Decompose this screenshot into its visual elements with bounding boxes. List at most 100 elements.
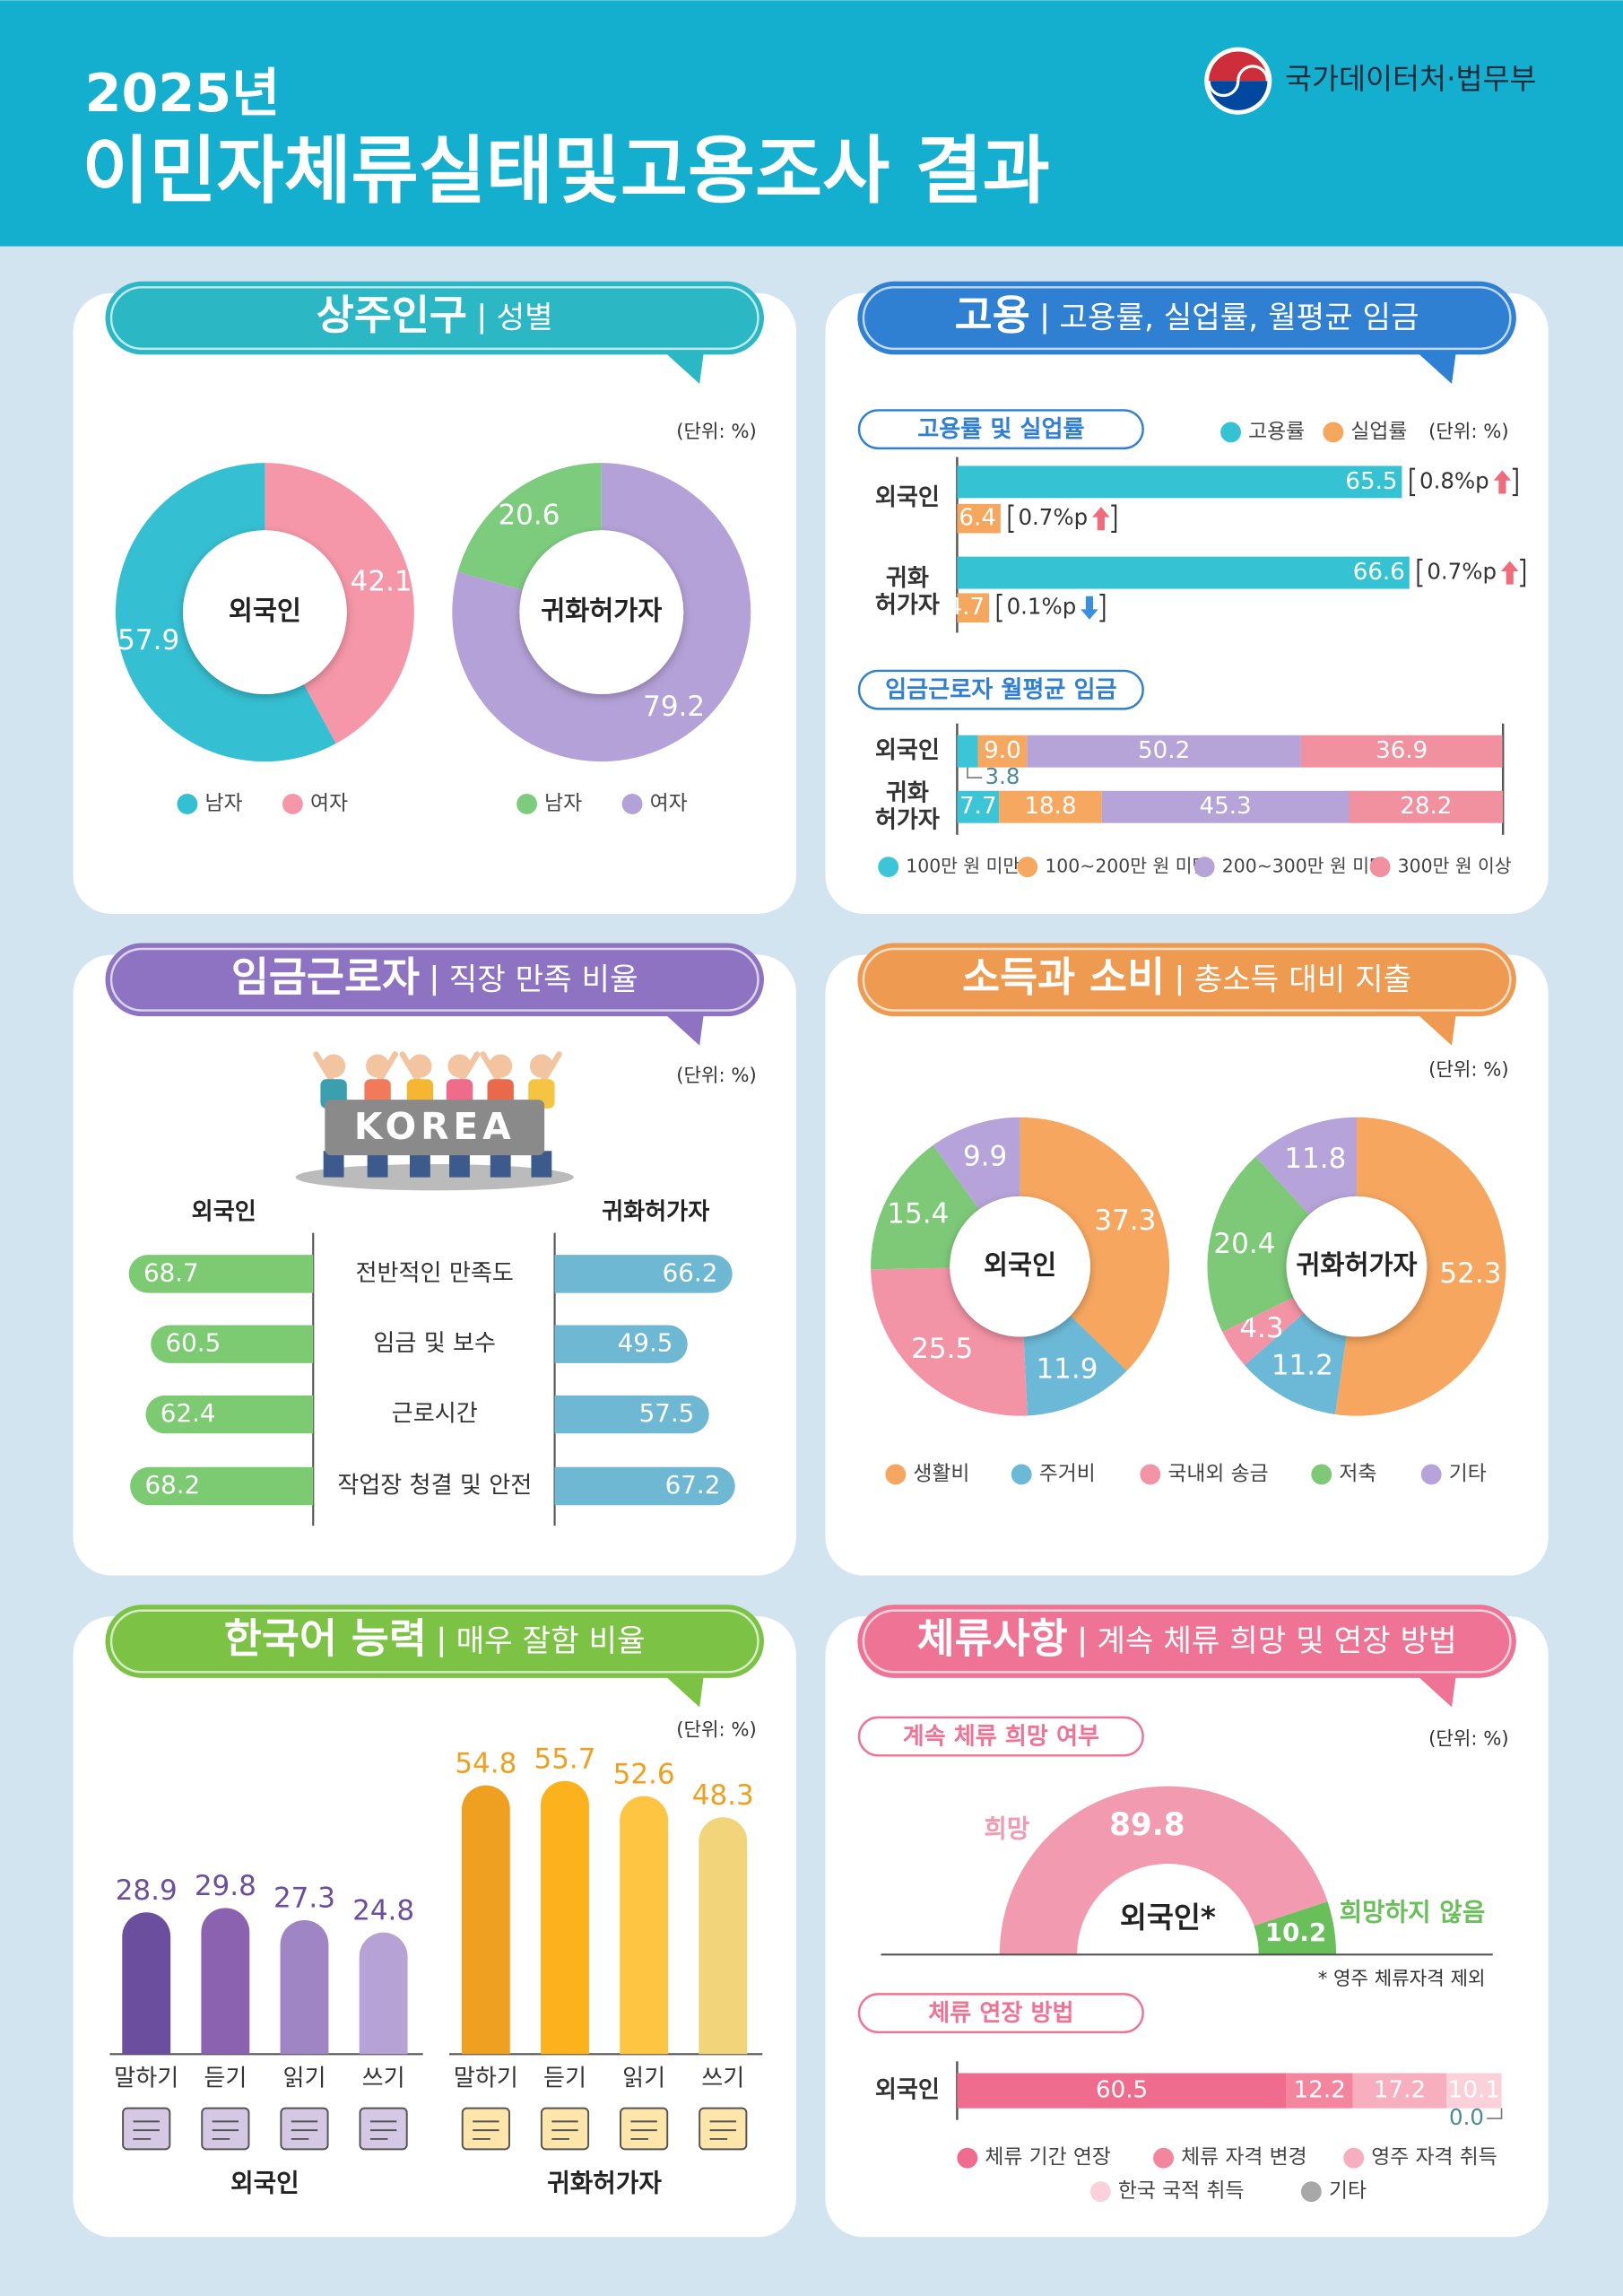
donut-hole <box>183 530 347 695</box>
bar <box>554 1466 735 1506</box>
sub-title-pill <box>857 669 1144 710</box>
illustration-legs <box>409 1151 430 1178</box>
slice-label: 20.6 <box>498 499 560 531</box>
bar-value-label: 65.5 <box>1345 468 1397 495</box>
slice-label: 42.1 <box>351 565 412 597</box>
segment-label: 50.2 <box>1138 737 1190 764</box>
skill-icon-detail <box>630 2120 657 2140</box>
legend-marker <box>1323 422 1344 443</box>
column-bar <box>280 1920 329 2055</box>
bar-value-label: 49.5 <box>618 1328 673 1358</box>
donut-slice <box>452 463 751 762</box>
legend-marker <box>878 857 899 878</box>
donut-hole <box>1286 1196 1428 1337</box>
unit-label: (단위: %) <box>676 1065 757 1087</box>
column-value-label: 54.8 <box>455 1747 516 1779</box>
legend-marker <box>621 794 643 814</box>
skill-icon-detail <box>551 2120 578 2140</box>
category-label: 말하기 <box>114 2066 178 2092</box>
header-pill-inner <box>109 1609 759 1674</box>
column-value-label: 24.8 <box>352 1894 414 1926</box>
bar <box>128 1255 314 1293</box>
legend-label: 체류 자격 변경 <box>1181 2146 1307 2170</box>
category-label: 쓰기 <box>362 2066 405 2092</box>
donut-slice <box>1023 1315 1127 1416</box>
column-bar <box>359 1932 408 2055</box>
sub-title: 계속 체류 희망 여부 <box>903 1723 1099 1750</box>
change-arrow <box>1500 561 1519 585</box>
bracket <box>996 594 1002 622</box>
category-label: 외국인 <box>875 737 940 764</box>
text-line: 귀화 <box>886 564 929 591</box>
legend-marker <box>1089 2181 1111 2203</box>
donut-center-label: 외국인 <box>984 1250 1056 1281</box>
illustration-head <box>408 1054 432 1078</box>
bracket <box>1410 467 1416 497</box>
skill-icon-detail <box>473 2120 499 2140</box>
donut-slice <box>1334 1117 1506 1416</box>
donut-slice <box>1245 1313 1347 1414</box>
segment-label: 17.2 <box>1374 2077 1426 2104</box>
legend-marker <box>1220 422 1242 443</box>
legend-marker <box>1343 2147 1365 2169</box>
header-pill-inner <box>862 947 1512 1012</box>
legend-label: 100~200만 원 미만 <box>1045 856 1209 877</box>
legend-label: 200~300만 원 미만 <box>1222 856 1386 877</box>
group-label: 귀화허가자 <box>602 1198 709 1225</box>
segment-label: 0.0 <box>1449 2104 1484 2130</box>
unit-label: (단위: %) <box>676 421 757 443</box>
change-label: 0.7%p <box>1427 559 1497 585</box>
bar <box>554 1325 688 1363</box>
legend-marker <box>1193 857 1215 878</box>
panel-title: 한국어 능력 <box>224 1615 427 1663</box>
segment-label: 18.8 <box>1024 793 1076 820</box>
header-org: 국가데이터처·법무부 <box>1285 62 1537 96</box>
change-arrow <box>1081 596 1098 620</box>
legend-label: 생활비 <box>913 1462 969 1485</box>
bar <box>957 465 1402 499</box>
category-label: 귀화 허가자 <box>875 564 940 618</box>
change-arrow <box>1092 507 1110 531</box>
illustration-legs <box>531 1151 552 1178</box>
segment-label: 60.5 <box>1096 2077 1148 2104</box>
panel-subtitle: 직장 만족 비율 <box>449 961 638 997</box>
bar <box>957 593 989 623</box>
skill-icon <box>122 2107 171 2151</box>
bar <box>554 1255 733 1293</box>
slice-label: 15.4 <box>887 1198 949 1231</box>
bar-segment <box>1027 735 1301 768</box>
change-label: 0.8%p <box>1419 467 1489 493</box>
segment-label: 10.1 <box>1448 2077 1500 2104</box>
half-donut-slice <box>999 1786 1328 1955</box>
donut-slice <box>457 463 602 590</box>
segment-label: 12.2 <box>1294 2077 1346 2104</box>
slice-label: 10.2 <box>1265 1918 1326 1947</box>
legend-label: 여자 <box>310 792 348 815</box>
slice-label: 37.3 <box>1094 1205 1156 1237</box>
column-bar <box>699 1817 748 2055</box>
bar-segment <box>957 790 1000 823</box>
bracket <box>1520 558 1526 587</box>
category-label: 읽기 <box>282 2066 325 2092</box>
bar-segment <box>1300 735 1503 768</box>
illustration-legs <box>490 1151 511 1178</box>
bar-segment <box>957 2073 1287 2109</box>
legend-marker <box>1369 857 1391 878</box>
category-label: 근로시간 <box>392 1401 478 1428</box>
category-label: 듣기 <box>543 2066 586 2092</box>
illustration-head <box>489 1054 513 1078</box>
column-bar <box>122 1912 171 2055</box>
slice-label: 9.9 <box>963 1141 1007 1173</box>
skill-icon <box>201 2107 250 2151</box>
legend-marker <box>885 1464 907 1485</box>
legend-marker <box>957 2147 978 2169</box>
slice-label: 57.9 <box>117 624 179 657</box>
header-pill <box>857 1605 1516 1678</box>
category-label: 외국인 <box>875 2077 940 2104</box>
sub-title: 고용률 및 실업률 <box>917 416 1084 443</box>
legend-label: 100만 원 미만 <box>906 856 1020 877</box>
sub-title-pill <box>857 409 1144 450</box>
column-value-label: 52.6 <box>613 1758 675 1790</box>
panel-subtitle: 계속 체류 희망 및 연장 방법 <box>1097 1623 1456 1659</box>
sub-title: 체류 연장 방법 <box>928 2000 1073 2027</box>
